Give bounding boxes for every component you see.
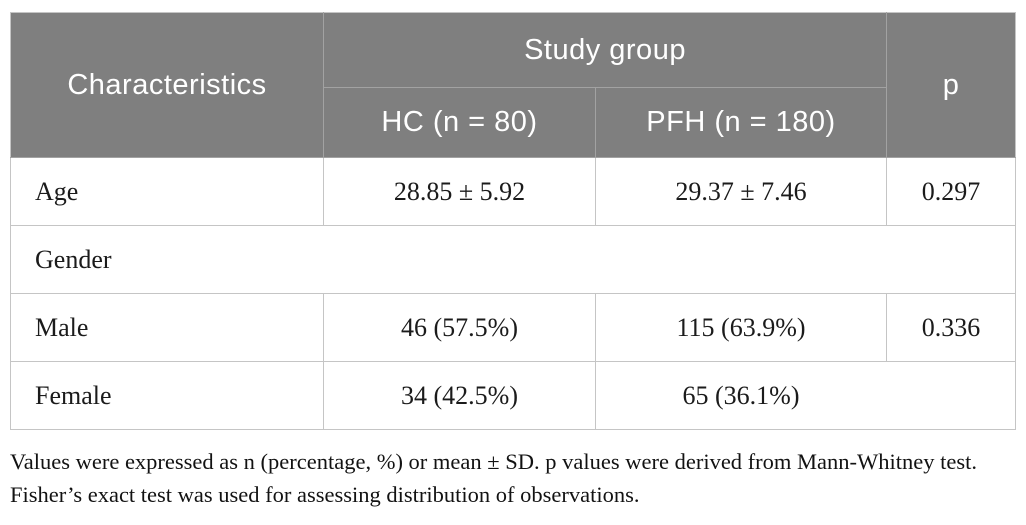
column-header-hc: HC (n = 80) [323, 87, 596, 158]
table-row-gender: Gender [9, 225, 1017, 294]
cell-female-hc: 34 (42.5%) [323, 361, 596, 430]
column-header-characteristics: Characteristics [10, 12, 324, 158]
cell-male-hc: 46 (57.5%) [323, 293, 596, 362]
cell-age-hc: 28.85 ± 5.92 [323, 157, 596, 226]
header-row-top: Characteristics Study group p [10, 12, 1017, 158]
column-header-pfh: PFH (n = 180) [594, 87, 888, 158]
row-label-male: Male [10, 293, 324, 362]
demographics-table: Characteristics Study group p HC (n = 80… [9, 12, 1017, 430]
header-row-sub: HC (n = 80) PFH (n = 180) [11, 87, 1016, 158]
row-label-gender: Gender [9, 225, 1017, 294]
table-row-age: Age 28.85 ± 5.92 29.37 ± 7.46 0.297 [10, 157, 1017, 226]
table-row-female: Female 34 (42.5%) 65 (36.1%) [10, 361, 1017, 430]
row-label-age: Age [10, 157, 324, 226]
row-label-female: Female [10, 361, 324, 430]
cell-age-pfh: 29.37 ± 7.46 [594, 157, 888, 226]
table-header: Characteristics Study group p HC (n = 80… [10, 12, 1017, 158]
cell-male-pfh: 115 (63.9%) [594, 293, 888, 362]
cell-age-p: 0.297 [886, 157, 1017, 226]
cell-male-p: 0.336 [886, 293, 1017, 362]
column-header-study-group: Study group [322, 12, 888, 88]
table-body: Age 28.85 ± 5.92 29.37 ± 7.46 0.297 Gend… [9, 157, 1017, 430]
column-header-p: p [886, 12, 1017, 158]
table-row-male: Male 46 (57.5%) 115 (63.9%) 0.336 [10, 293, 1017, 362]
cell-female-pfh: 65 (36.1%) [594, 361, 1017, 430]
table-footnote: Values were expressed as n (percentage, … [10, 449, 977, 507]
